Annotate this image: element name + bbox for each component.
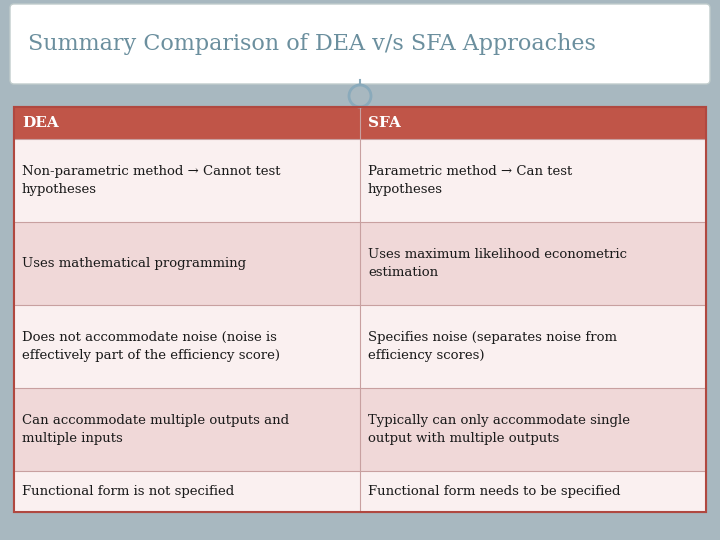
FancyBboxPatch shape <box>14 107 360 139</box>
Text: Specifies noise (separates noise from
efficiency scores): Specifies noise (separates noise from ef… <box>368 330 617 362</box>
Text: Parametric method → Can test
hypotheses: Parametric method → Can test hypotheses <box>368 165 572 196</box>
FancyBboxPatch shape <box>14 305 360 388</box>
Text: Non-parametric method → Cannot test
hypotheses: Non-parametric method → Cannot test hypo… <box>22 165 281 196</box>
Text: Does not accommodate noise (noise is
effectively part of the efficiency score): Does not accommodate noise (noise is eff… <box>22 330 280 362</box>
FancyBboxPatch shape <box>14 388 360 470</box>
Text: Uses maximum likelihood econometric
estimation: Uses maximum likelihood econometric esti… <box>368 248 627 279</box>
FancyBboxPatch shape <box>14 222 360 305</box>
FancyBboxPatch shape <box>360 388 706 470</box>
FancyBboxPatch shape <box>360 139 706 222</box>
FancyBboxPatch shape <box>360 107 706 139</box>
FancyBboxPatch shape <box>14 139 360 222</box>
Text: Summary Comparison of DEA v/s SFA Approaches: Summary Comparison of DEA v/s SFA Approa… <box>28 33 596 55</box>
Text: Can accommodate multiple outputs and
multiple inputs: Can accommodate multiple outputs and mul… <box>22 414 289 444</box>
Text: Uses mathematical programming: Uses mathematical programming <box>22 257 246 270</box>
Text: Functional form needs to be specified: Functional form needs to be specified <box>368 485 621 498</box>
FancyBboxPatch shape <box>360 222 706 305</box>
FancyBboxPatch shape <box>14 470 360 512</box>
FancyBboxPatch shape <box>14 107 706 512</box>
FancyBboxPatch shape <box>360 305 706 388</box>
FancyBboxPatch shape <box>10 4 710 84</box>
Text: Functional form is not specified: Functional form is not specified <box>22 485 234 498</box>
Text: SFA: SFA <box>368 116 401 130</box>
FancyBboxPatch shape <box>360 470 706 512</box>
Text: DEA: DEA <box>22 116 59 130</box>
Text: Typically can only accommodate single
output with multiple outputs: Typically can only accommodate single ou… <box>368 414 630 444</box>
